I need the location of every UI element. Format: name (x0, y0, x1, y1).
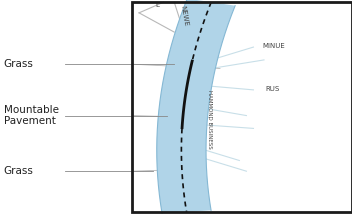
Text: L: L (155, 3, 159, 9)
Text: NEWE: NEWE (180, 5, 189, 27)
Bar (132, 2, 352, 212)
Bar (132, 2, 352, 212)
Text: MINUE: MINUE (262, 43, 285, 49)
Text: Grass: Grass (4, 59, 33, 69)
Text: Mountable
Pavement: Mountable Pavement (4, 105, 58, 126)
Text: Grass: Grass (4, 166, 33, 176)
Text: HAMMOND BUSINESS: HAMMOND BUSINESS (207, 91, 212, 149)
Bar (132, 2, 352, 212)
Polygon shape (157, 0, 235, 213)
Text: RUS: RUS (266, 86, 280, 92)
